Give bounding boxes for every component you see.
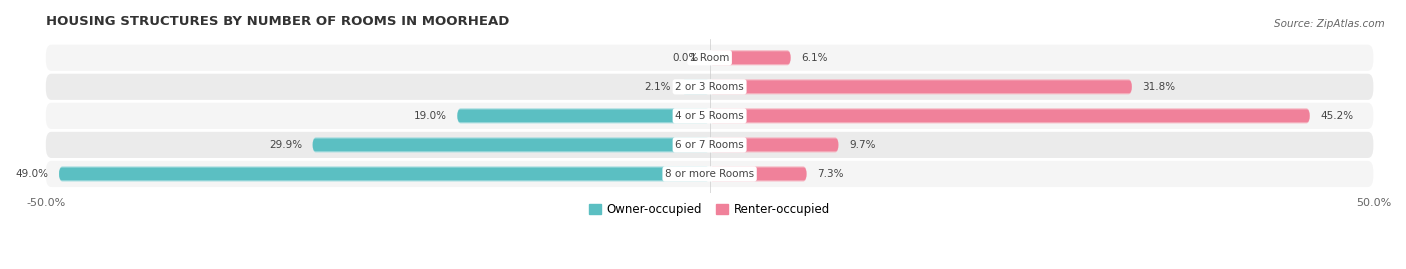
Text: 2.1%: 2.1% xyxy=(644,82,671,92)
Text: Source: ZipAtlas.com: Source: ZipAtlas.com xyxy=(1274,19,1385,29)
FancyBboxPatch shape xyxy=(710,108,1309,123)
Text: 49.0%: 49.0% xyxy=(15,169,48,179)
Text: 2 or 3 Rooms: 2 or 3 Rooms xyxy=(675,82,744,92)
Legend: Owner-occupied, Renter-occupied: Owner-occupied, Renter-occupied xyxy=(585,198,835,221)
FancyBboxPatch shape xyxy=(46,161,1374,187)
FancyBboxPatch shape xyxy=(710,79,1132,94)
Text: 19.0%: 19.0% xyxy=(413,111,447,121)
Text: 8 or more Rooms: 8 or more Rooms xyxy=(665,169,754,179)
FancyBboxPatch shape xyxy=(710,51,790,64)
Text: 45.2%: 45.2% xyxy=(1320,111,1354,121)
Text: 9.7%: 9.7% xyxy=(849,140,876,150)
Text: 6 or 7 Rooms: 6 or 7 Rooms xyxy=(675,140,744,150)
Text: 6.1%: 6.1% xyxy=(801,53,828,63)
FancyBboxPatch shape xyxy=(46,103,1374,129)
FancyBboxPatch shape xyxy=(457,109,710,122)
Text: 29.9%: 29.9% xyxy=(269,140,302,150)
FancyBboxPatch shape xyxy=(312,139,710,151)
FancyBboxPatch shape xyxy=(710,167,807,182)
FancyBboxPatch shape xyxy=(710,168,807,180)
FancyBboxPatch shape xyxy=(46,45,1374,71)
Text: 0.0%: 0.0% xyxy=(672,53,699,63)
FancyBboxPatch shape xyxy=(682,79,710,94)
Text: 31.8%: 31.8% xyxy=(1143,82,1175,92)
FancyBboxPatch shape xyxy=(710,139,838,151)
FancyBboxPatch shape xyxy=(46,132,1374,158)
Text: 1 Room: 1 Room xyxy=(690,53,730,63)
Text: 4 or 5 Rooms: 4 or 5 Rooms xyxy=(675,111,744,121)
Text: HOUSING STRUCTURES BY NUMBER OF ROOMS IN MOORHEAD: HOUSING STRUCTURES BY NUMBER OF ROOMS IN… xyxy=(46,15,509,28)
FancyBboxPatch shape xyxy=(59,167,710,182)
FancyBboxPatch shape xyxy=(710,80,1132,93)
FancyBboxPatch shape xyxy=(457,108,710,123)
FancyBboxPatch shape xyxy=(710,109,1309,122)
Text: 7.3%: 7.3% xyxy=(817,169,844,179)
FancyBboxPatch shape xyxy=(59,168,710,180)
FancyBboxPatch shape xyxy=(710,50,790,65)
FancyBboxPatch shape xyxy=(312,137,710,153)
FancyBboxPatch shape xyxy=(710,137,838,153)
FancyBboxPatch shape xyxy=(46,74,1374,100)
FancyBboxPatch shape xyxy=(682,80,710,93)
